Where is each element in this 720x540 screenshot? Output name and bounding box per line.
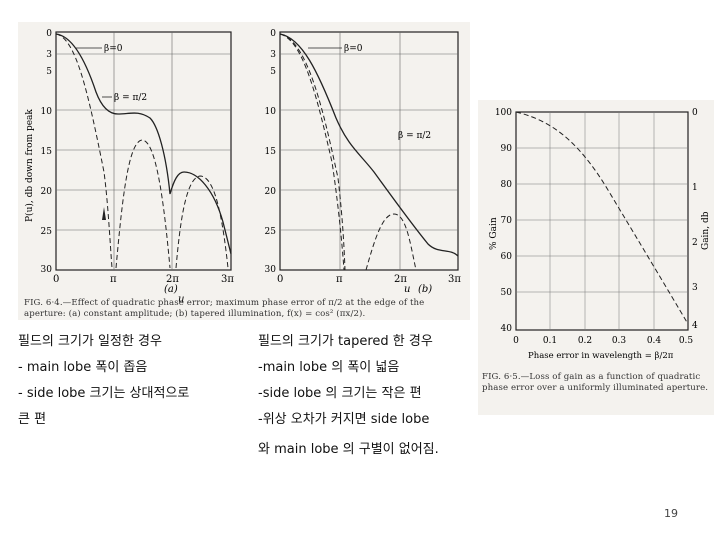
svg-text:40: 40 (501, 324, 513, 334)
beta-zero-label-b: β=0 (344, 44, 363, 54)
x-ticks-fig65: 0 0.1 0.2 0.3 0.4 0.5 (513, 336, 693, 346)
svg-text:0: 0 (692, 108, 698, 118)
y-axis-label-right: Gain, db (701, 211, 711, 250)
svg-text:π: π (110, 274, 117, 285)
panel-a-label: (a) (164, 284, 178, 295)
svg-text:0.3: 0.3 (612, 336, 627, 346)
svg-text:0: 0 (270, 29, 276, 39)
left-note-title: 필드의 크기가 일정한 경우 (18, 334, 162, 349)
svg-text:60: 60 (501, 252, 513, 262)
svg-text:0: 0 (53, 274, 59, 285)
svg-text:30: 30 (265, 265, 277, 275)
x-axis-label-fig65: Phase error in wavelength = β/2π (528, 351, 674, 361)
svg-text:0: 0 (277, 274, 283, 285)
figure-6-4-plot: β=0 β = π/2 (a) u 0 3 5 10 15 20 25 30 P… (24, 29, 461, 305)
page-number: 19 (664, 507, 678, 520)
svg-text:30: 30 (41, 265, 53, 275)
panel-b-label: (b) (418, 284, 432, 295)
svg-text:5: 5 (46, 67, 52, 77)
svg-text:3: 3 (692, 283, 698, 293)
right-note-line-3: -위상 오차가 커지면 side lobe (258, 412, 430, 427)
svg-text:20: 20 (265, 187, 277, 197)
x-ticks-a: 0 π 2π 3π (53, 274, 234, 285)
svg-text:2π: 2π (166, 274, 179, 285)
svg-text:1: 1 (692, 183, 698, 193)
svg-text:0.5: 0.5 (679, 336, 694, 346)
svg-text:2: 2 (692, 238, 698, 248)
svg-text:20: 20 (41, 187, 53, 197)
right-note-line-1: -main lobe 의 폭이 넓음 (258, 360, 400, 375)
left-note-line-3: 큰 편 (18, 412, 47, 427)
svg-text:2π: 2π (394, 274, 407, 285)
y-axis-label-left: % Gain (489, 217, 499, 250)
figure-6-5: 100 90 80 70 60 50 40 0 1 2 3 4 0 0.1 0.… (478, 100, 714, 415)
svg-text:15: 15 (265, 147, 277, 157)
right-note-title: 필드의 크기가 tapered 한 경우 (258, 334, 433, 349)
svg-text:0.4: 0.4 (647, 336, 662, 346)
left-note-line-2: - side lobe 크기는 상대적으로 (18, 386, 190, 401)
x-axis-label-a: u (178, 294, 184, 305)
panel-a: β=0 β = π/2 (a) u (55, 31, 232, 305)
svg-text:0.1: 0.1 (543, 336, 557, 346)
x-axis-label-b: u (404, 284, 410, 295)
svg-text:0: 0 (513, 336, 519, 346)
svg-text:4: 4 (692, 321, 698, 331)
beta-half-label-b: β = π/2 (398, 131, 431, 141)
svg-text:5: 5 (270, 67, 276, 77)
svg-text:100: 100 (495, 108, 512, 118)
left-note-line-1: - main lobe 폭이 좁음 (18, 360, 148, 375)
right-note-line-4: 와 main lobe 의 구별이 없어짐. (258, 442, 439, 457)
figure-6-5-plot: 100 90 80 70 60 50 40 0 1 2 3 4 0 0.1 0.… (489, 108, 711, 361)
svg-text:50: 50 (501, 288, 513, 298)
y-ticks-right: 0 1 2 3 4 (692, 108, 698, 331)
svg-text:π: π (336, 274, 343, 285)
svg-text:80: 80 (501, 180, 513, 190)
right-note-line-2: -side lobe 의 크기는 작은 편 (258, 386, 422, 401)
figure-6-5-caption: FIG. 6·5.—Loss of gain as a function of … (482, 372, 709, 393)
panel-b: β=0 β = π/2 u (b) (279, 31, 459, 295)
svg-text:15: 15 (41, 147, 53, 157)
svg-text:25: 25 (265, 227, 277, 237)
figure-6-4: β=0 β = π/2 (a) u 0 3 5 10 15 20 25 30 P… (18, 22, 470, 320)
svg-text:25: 25 (41, 227, 53, 237)
beta-half-label-a: β = π/2 (114, 93, 147, 103)
y-ticks-b: 0 3 5 10 15 20 25 30 (265, 29, 277, 275)
y-ticks-left: 100 90 80 70 60 50 40 (495, 108, 512, 334)
svg-text:3: 3 (270, 50, 276, 60)
svg-text:70: 70 (501, 216, 513, 226)
gain-curve (515, 111, 689, 325)
y-axis-label-a: P(u), db down from peak (24, 109, 35, 222)
svg-text:3: 3 (46, 50, 52, 60)
svg-text:3π: 3π (448, 274, 461, 285)
svg-text:0: 0 (46, 29, 52, 39)
svg-text:0.2: 0.2 (578, 336, 592, 346)
svg-text:90: 90 (501, 144, 513, 154)
x-ticks-b: 0 π 2π 3π (277, 274, 461, 285)
svg-text:10: 10 (41, 107, 53, 117)
beta-zero-label-a: β=0 (104, 44, 123, 54)
svg-text:10: 10 (265, 107, 277, 117)
svg-text:3π: 3π (221, 274, 234, 285)
figure-6-4-caption: FIG. 6·4.—Effect of quadratic phase erro… (24, 298, 425, 319)
y-ticks-a: 0 3 5 10 15 20 25 30 (41, 29, 53, 275)
